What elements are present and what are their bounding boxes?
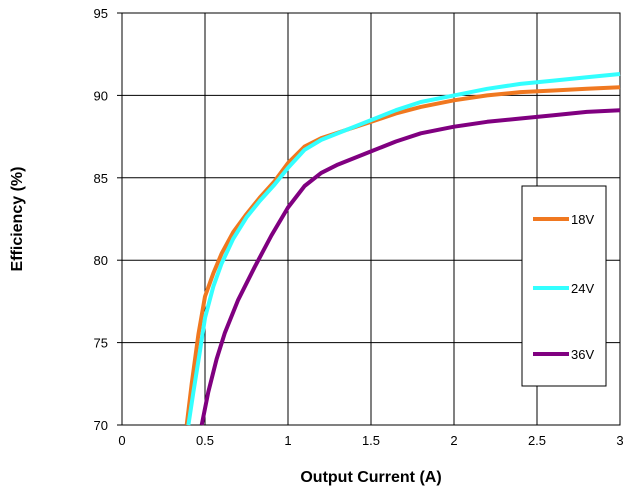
x-tick-label: 0 — [118, 433, 125, 448]
x-tick-label: 1.5 — [362, 433, 380, 448]
legend-label-36v: 36V — [571, 347, 594, 362]
legend: 18V 24V 36V — [521, 185, 607, 387]
y-tick-label: 80 — [94, 253, 108, 268]
legend-label-18v: 18V — [571, 212, 594, 227]
legend-label-24v: 24V — [571, 281, 594, 296]
y-tick-label: 90 — [94, 88, 108, 103]
x-axis-title: Output Current (A) — [300, 469, 441, 486]
y-tick-label: 95 — [94, 6, 108, 21]
series-line-36v — [199, 108, 621, 426]
y-tick-label: 85 — [94, 171, 108, 186]
y-tick-label: 70 — [94, 418, 108, 433]
series-line-24v — [186, 72, 621, 426]
series-layer — [184, 72, 621, 426]
x-tick-label: 1 — [284, 433, 291, 448]
x-tick-label: 2 — [450, 433, 457, 448]
series-line-18v — [184, 85, 621, 426]
y-axis-title: Efficiency (%) — [9, 167, 26, 272]
y-tick-label: 75 — [94, 336, 108, 351]
x-tick-label: 2.5 — [528, 433, 546, 448]
tick-labels: 0 0.5 1 1.5 2 2.5 3 70 75 80 85 90 95 — [94, 6, 624, 448]
x-tick-label: 3 — [616, 433, 623, 448]
x-tick-label: 0.5 — [196, 433, 214, 448]
